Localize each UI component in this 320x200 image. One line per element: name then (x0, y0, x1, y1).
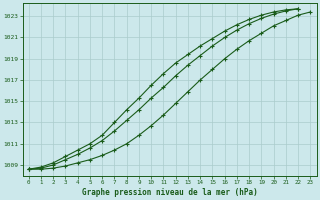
X-axis label: Graphe pression niveau de la mer (hPa): Graphe pression niveau de la mer (hPa) (82, 188, 258, 197)
